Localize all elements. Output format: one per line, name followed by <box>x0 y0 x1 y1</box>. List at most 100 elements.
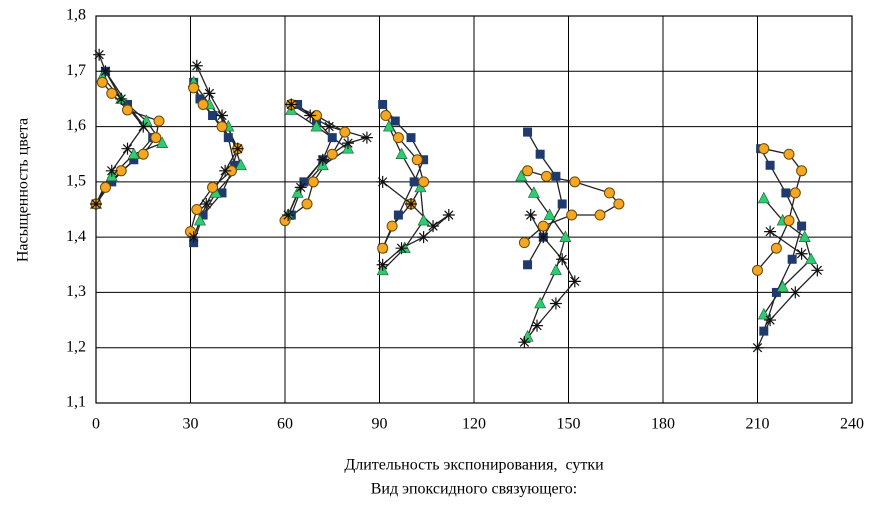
marker <box>207 181 219 193</box>
marker <box>783 148 795 160</box>
marker <box>376 175 389 188</box>
marker <box>406 133 416 143</box>
marker <box>395 242 408 255</box>
marker <box>418 176 430 188</box>
marker <box>551 171 561 181</box>
series-line <box>95 81 803 271</box>
caption: Вид эпоксидного связующего: <box>371 481 577 498</box>
marker <box>392 132 404 144</box>
x-axis-label: Длительность экспонирования, сутки <box>344 457 604 474</box>
marker <box>770 242 782 254</box>
marker <box>764 314 777 327</box>
marker <box>304 109 317 122</box>
marker <box>127 147 140 160</box>
marker <box>559 230 572 242</box>
marker <box>121 142 134 155</box>
y-tick-label: 1,8 <box>66 7 86 24</box>
marker <box>787 254 797 264</box>
marker <box>326 148 338 160</box>
marker <box>327 133 337 143</box>
marker <box>195 94 205 104</box>
marker <box>796 165 808 177</box>
marker <box>811 264 824 277</box>
marker <box>759 326 769 336</box>
x-tick-label: 180 <box>651 416 675 433</box>
marker <box>751 341 764 354</box>
marker <box>556 253 569 266</box>
marker <box>603 187 615 199</box>
marker <box>534 296 547 309</box>
marker <box>395 147 408 160</box>
marker <box>417 213 430 226</box>
x-tick-label: 30 <box>183 416 199 433</box>
marker <box>752 264 763 276</box>
marker <box>156 136 169 148</box>
marker <box>219 164 232 177</box>
x-tick-label: 60 <box>277 416 293 433</box>
marker <box>758 143 770 155</box>
marker <box>105 164 118 177</box>
marker <box>540 170 552 182</box>
marker <box>200 197 213 210</box>
marker <box>405 197 417 210</box>
marker <box>771 287 781 297</box>
marker <box>129 155 139 165</box>
marker <box>518 237 530 249</box>
marker <box>409 177 419 187</box>
x-tick-label: 120 <box>462 416 486 433</box>
marker <box>197 98 209 110</box>
marker <box>307 176 319 188</box>
marker <box>781 188 791 198</box>
marker <box>360 131 373 144</box>
marker <box>191 204 203 215</box>
marker <box>805 252 818 265</box>
marker <box>99 181 111 193</box>
marker <box>523 127 533 137</box>
marker <box>230 160 240 170</box>
x-tick-label: 150 <box>557 416 581 433</box>
marker <box>569 176 581 188</box>
marker <box>783 215 795 227</box>
marker <box>568 275 581 288</box>
marker <box>789 187 801 199</box>
marker <box>216 109 228 122</box>
marker <box>566 209 578 221</box>
marker <box>393 210 403 220</box>
marker <box>282 209 295 222</box>
marker <box>523 260 533 270</box>
y-tick-label: 1,3 <box>66 283 86 300</box>
marker <box>90 197 102 210</box>
marker <box>527 186 540 198</box>
y-tick-label: 1,1 <box>66 394 86 411</box>
x-tick-label: 90 <box>372 416 388 433</box>
marker <box>419 155 429 165</box>
marker <box>531 319 543 332</box>
marker <box>378 99 388 109</box>
y-tick-label: 1,6 <box>66 117 86 134</box>
marker <box>122 104 133 116</box>
marker <box>518 336 531 349</box>
marker <box>217 188 227 198</box>
marker <box>285 98 298 111</box>
marker <box>377 242 389 254</box>
marker <box>339 126 351 138</box>
marker <box>99 65 112 78</box>
marker <box>411 154 423 166</box>
marker <box>776 280 789 292</box>
marker <box>380 110 392 122</box>
marker <box>537 231 550 244</box>
marker <box>522 165 534 177</box>
marker <box>795 247 808 260</box>
marker <box>427 220 440 233</box>
marker <box>299 177 309 187</box>
marker <box>107 177 117 187</box>
marker <box>549 263 562 276</box>
marker <box>757 191 770 204</box>
marker <box>798 230 811 242</box>
y-tick-label: 1,4 <box>66 228 86 245</box>
marker <box>223 133 233 143</box>
y-tick-label: 1,2 <box>66 338 86 355</box>
marker <box>190 59 203 72</box>
